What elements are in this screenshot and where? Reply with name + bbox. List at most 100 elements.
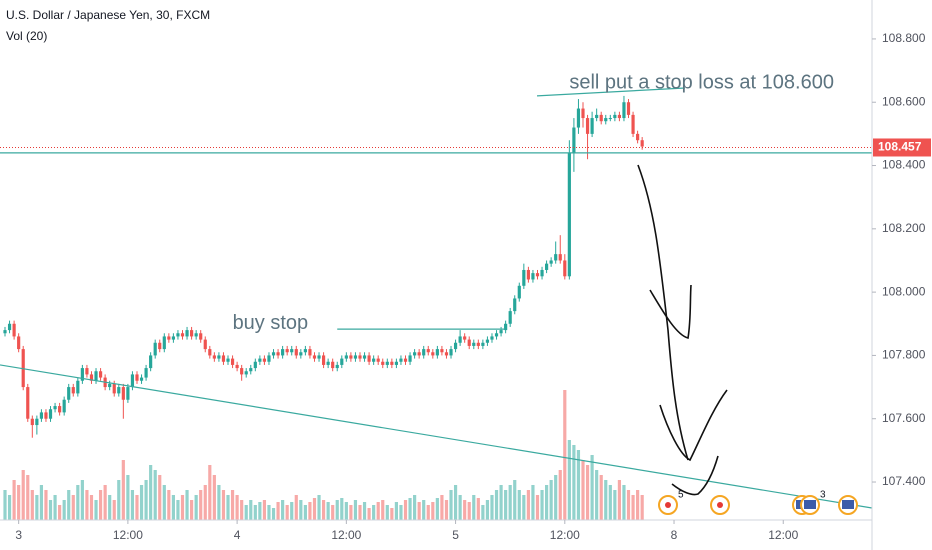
volume-bar xyxy=(549,480,553,520)
candle-body xyxy=(435,349,439,356)
volume-bar xyxy=(162,485,166,520)
candle-body xyxy=(144,368,148,378)
candle-body xyxy=(221,355,226,362)
volume-bar xyxy=(44,490,48,520)
volume-bar xyxy=(335,500,339,520)
volume-bar xyxy=(258,502,262,520)
candle-body xyxy=(162,336,166,350)
candle-body xyxy=(572,127,576,153)
volume-bar xyxy=(108,495,112,520)
volume-bar xyxy=(7,495,12,520)
candle-body xyxy=(230,358,235,365)
candle-body xyxy=(567,152,571,277)
volume-bar xyxy=(535,495,540,520)
volume-bar xyxy=(349,505,353,520)
volume-bar xyxy=(326,502,330,520)
volume-bar xyxy=(117,480,121,520)
volume-bar xyxy=(572,445,576,520)
candle-body xyxy=(67,387,71,400)
volume-bar xyxy=(435,498,439,520)
candle-body xyxy=(3,330,7,334)
volume-bar xyxy=(149,465,153,520)
candle-body xyxy=(463,336,467,340)
volume-bar xyxy=(545,485,549,520)
volume-bar xyxy=(372,505,376,520)
candle-body xyxy=(44,412,48,419)
volume-bar xyxy=(472,495,476,520)
volume-bar xyxy=(208,465,212,520)
volume-bar xyxy=(499,485,503,520)
candle-body xyxy=(117,387,121,394)
x-tick-label: 12:00 xyxy=(331,528,361,542)
freehand-stroke xyxy=(671,455,719,496)
volume-bar xyxy=(608,485,612,520)
volume-bar xyxy=(458,495,462,520)
candle-body xyxy=(640,140,644,147)
candle-body xyxy=(613,114,617,119)
volume-bar xyxy=(631,495,635,520)
volume-bar xyxy=(30,490,34,520)
volume-bar xyxy=(121,460,125,520)
volume-bar xyxy=(636,490,640,520)
event-icons[interactable]: 5 3 xyxy=(658,490,858,515)
volume-bar xyxy=(126,475,130,520)
candle-body xyxy=(130,374,135,388)
volume-bar xyxy=(426,505,430,520)
volume-bar xyxy=(176,500,180,520)
volume-bar xyxy=(94,500,98,520)
candle-body xyxy=(212,355,216,359)
candle-body xyxy=(80,368,84,381)
volume-bar xyxy=(340,498,344,520)
x-tick-label: 12:00 xyxy=(768,528,798,542)
y-tick-label: 108.000 xyxy=(882,284,926,298)
candle-body xyxy=(121,387,125,400)
volume-bar xyxy=(640,495,644,520)
volume-bar xyxy=(626,490,631,520)
candle-body xyxy=(203,339,207,350)
volume-bar xyxy=(599,475,603,520)
last-price-label: 108.457 xyxy=(878,140,922,154)
volume-bar xyxy=(267,505,271,520)
candle-body xyxy=(517,285,521,299)
candle-body xyxy=(271,352,276,356)
volume-bar xyxy=(144,480,148,520)
candle-body xyxy=(76,380,80,394)
candle-body xyxy=(522,269,526,286)
candle-body xyxy=(290,349,294,353)
volume-bar xyxy=(344,502,348,520)
volume-bar xyxy=(294,495,298,520)
volume-bar xyxy=(444,500,449,520)
candle-body xyxy=(180,333,185,337)
candle-body xyxy=(85,368,89,375)
x-tick-label: 4 xyxy=(234,528,241,542)
candle-body xyxy=(485,339,490,343)
candle-body xyxy=(349,355,353,359)
candle-body xyxy=(408,355,412,362)
volume-bar xyxy=(135,495,139,520)
candle-body xyxy=(235,364,239,369)
volume-bar xyxy=(358,505,362,520)
candle-body xyxy=(636,133,640,141)
volume-bar xyxy=(554,475,558,520)
volume-bar xyxy=(130,490,135,520)
x-tick-label: 8 xyxy=(671,528,678,542)
candle-body xyxy=(167,336,171,340)
volume-bar xyxy=(494,490,499,520)
candle-body xyxy=(467,339,471,346)
volume-bar xyxy=(171,495,175,520)
candle-body xyxy=(21,349,25,388)
volume-bar xyxy=(48,500,53,520)
candle-body xyxy=(12,323,16,337)
candle-body xyxy=(331,361,335,369)
candle-body xyxy=(458,336,462,343)
candle-body xyxy=(194,333,198,337)
candle-body xyxy=(262,358,267,362)
candle-body xyxy=(622,102,626,119)
volume-bar xyxy=(89,495,94,520)
candle-body xyxy=(381,361,385,365)
candle-body xyxy=(71,387,75,394)
volume-bar xyxy=(17,485,21,520)
volume-bar xyxy=(290,502,294,520)
candle-body xyxy=(581,108,585,119)
